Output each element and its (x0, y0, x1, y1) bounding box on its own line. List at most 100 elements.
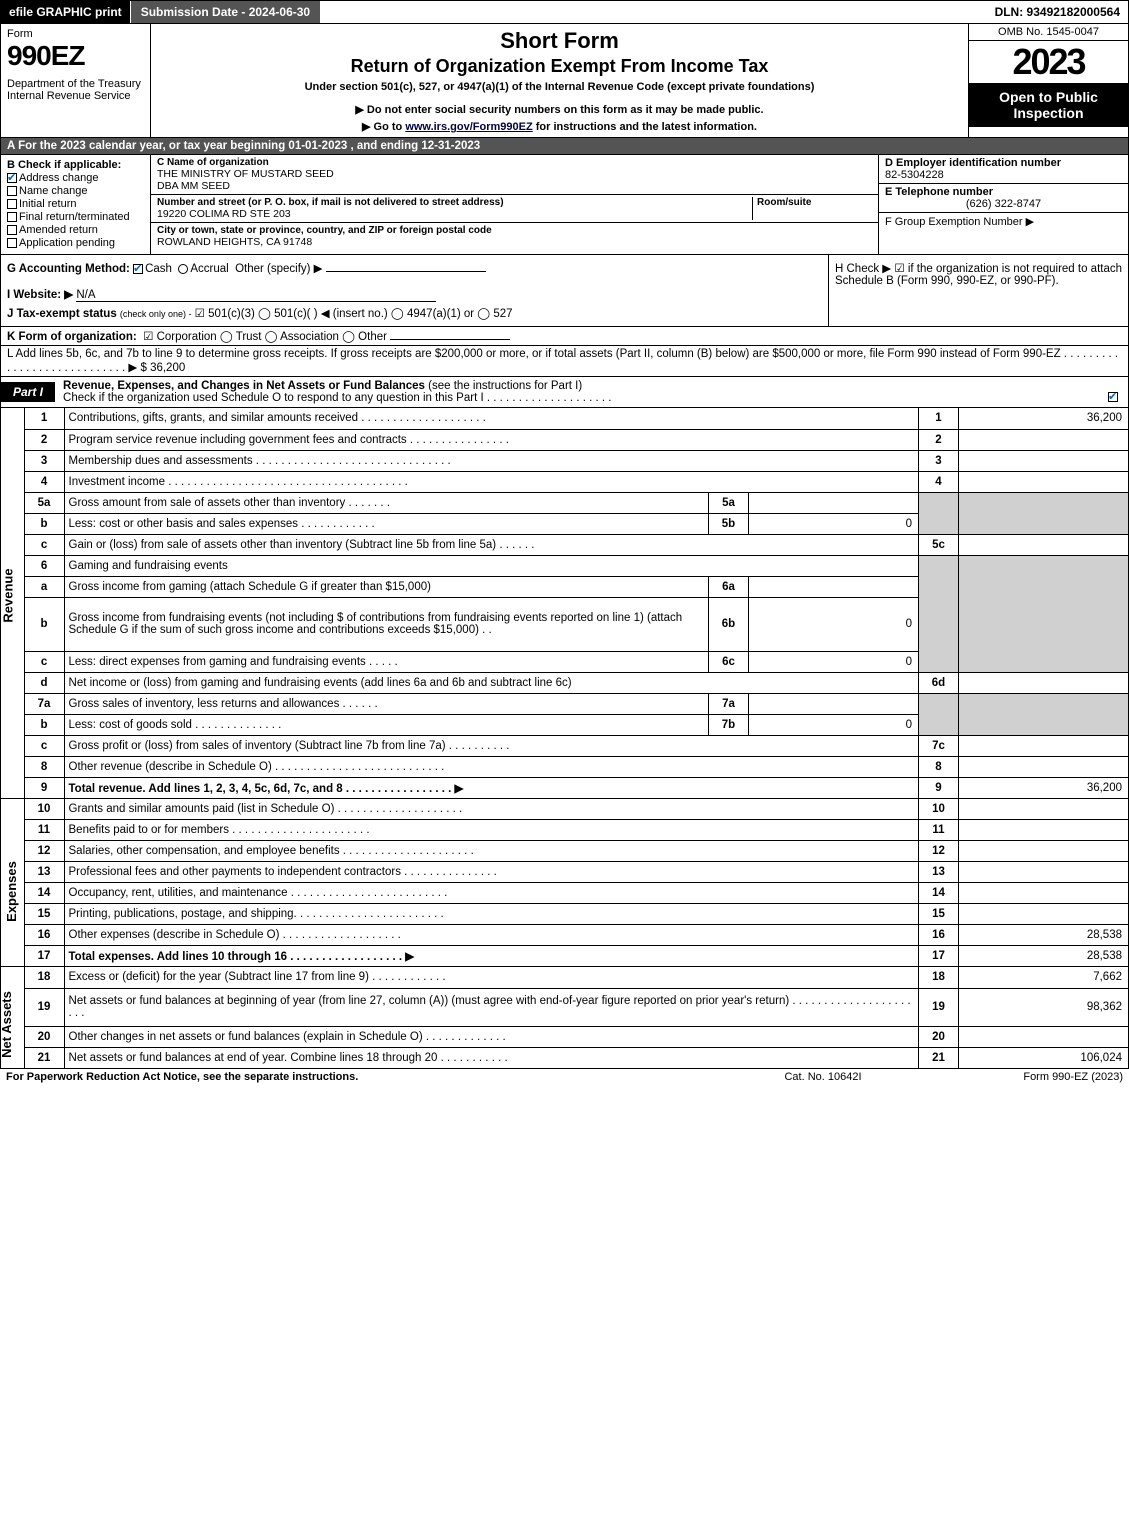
line-7c-num: c (24, 735, 64, 756)
tel-label: E Telephone number (885, 186, 993, 198)
line-10: 10Grants and similar amounts paid (list … (24, 799, 1128, 820)
line-17-num: 17 (24, 946, 64, 967)
line-5b-sv: 0 (749, 513, 919, 534)
line-14-num: 14 (24, 883, 64, 904)
info-row-bcdef: B Check if applicable: Address change Na… (0, 155, 1129, 255)
form-of-org-label: K Form of organization: (7, 331, 137, 343)
chk-amended-return[interactable]: Amended return (7, 224, 144, 236)
line-5a-num: 5a (24, 492, 64, 513)
line-9-rn: 9 (919, 777, 959, 798)
line-9-num: 9 (24, 777, 64, 798)
tax-exempt-label: J Tax-exempt status (7, 308, 117, 320)
line-8-desc: Other revenue (describe in Schedule O) .… (64, 756, 918, 777)
chk-initial-return-label: Initial return (19, 198, 76, 210)
line-5b-num: b (24, 513, 64, 534)
vlabel-revenue-text: Revenue (1, 568, 16, 622)
chk-accrual[interactable] (178, 264, 188, 274)
tax-exempt-options[interactable]: ☑ 501(c)(3) ◯ 501(c)( ) ◀ (insert no.) ◯… (195, 308, 513, 320)
line-17-desc: Total expenses. Add lines 10 through 16 … (64, 946, 918, 967)
org-name: THE MINISTRY OF MUSTARD SEED (157, 168, 872, 180)
section-a: A For the 2023 calendar year, or tax yea… (0, 138, 1129, 155)
footer-left: For Paperwork Reduction Act Notice, see … (6, 1071, 723, 1083)
line-20: 20Other changes in net assets or fund ba… (24, 1026, 1128, 1047)
line-6b-num: b (24, 597, 64, 651)
chk-address-change[interactable]: Address change (7, 172, 144, 184)
line-5c: cGain or (loss) from sale of assets othe… (24, 534, 1128, 555)
line-7a-sv (749, 693, 919, 714)
org-name-label: C Name of organization (157, 157, 872, 168)
ein-value: 82-5304228 (885, 169, 944, 181)
chk-schedule-o[interactable] (1108, 392, 1118, 402)
line-4-rn: 4 (919, 471, 959, 492)
chk-final-return[interactable]: Final return/terminated (7, 211, 144, 223)
other-org-input[interactable] (390, 339, 510, 340)
chk-initial-return[interactable]: Initial return (7, 198, 144, 210)
expenses-section: Expenses 10Grants and similar amounts pa… (0, 799, 1129, 968)
line-6a-num: a (24, 576, 64, 597)
line-5b-desc: Less: cost or other basis and sales expe… (64, 513, 708, 534)
line-1: 1Contributions, gifts, grants, and simil… (24, 408, 1128, 429)
accounting-method-label: G Accounting Method: (7, 263, 130, 275)
line-1-val: 36,200 (959, 408, 1129, 429)
line-19-num: 19 (24, 988, 64, 1026)
line-6a-sn: 6a (709, 576, 749, 597)
line-5c-val (959, 534, 1129, 555)
efile-print-button[interactable]: efile GRAPHIC print (1, 1, 131, 23)
line-19-rn: 19 (919, 988, 959, 1026)
line-6d-rn: 6d (919, 672, 959, 693)
line-21-num: 21 (24, 1047, 64, 1068)
line-7c-rn: 7c (919, 735, 959, 756)
line-11-num: 11 (24, 820, 64, 841)
part-1-header: Part I Revenue, Expenses, and Changes in… (0, 377, 1129, 408)
form-of-org-options[interactable]: ☑ Corporation ◯ Trust ◯ Association ◯ Ot… (143, 331, 387, 343)
line-17-val: 28,538 (959, 946, 1129, 967)
line-4-num: 4 (24, 471, 64, 492)
line-7a-sn: 7a (709, 693, 749, 714)
chk-name-change[interactable]: Name change (7, 185, 144, 197)
line-6a-sv (749, 576, 919, 597)
line-19-val: 98,362 (959, 988, 1129, 1026)
tel-value: (626) 322-8747 (885, 198, 1122, 210)
chk-application-pending[interactable]: Application pending (7, 237, 144, 249)
line-11-rn: 11 (919, 820, 959, 841)
footer-right: Form 990-EZ (2023) (923, 1071, 1123, 1083)
line-6c-desc: Less: direct expenses from gaming and fu… (64, 651, 708, 672)
line-5b-sn: 5b (709, 513, 749, 534)
part-1-title: Revenue, Expenses, and Changes in Net As… (63, 380, 425, 392)
group-exemption-label: F Group Exemption Number ▶ (885, 216, 1034, 228)
box-def: D Employer identification number 82-5304… (878, 155, 1128, 254)
line-11-desc: Benefits paid to or for members . . . . … (64, 820, 918, 841)
line-4-val (959, 471, 1129, 492)
box-b: B Check if applicable: Address change Na… (1, 155, 151, 254)
department-label: Department of the Treasury Internal Reve… (7, 78, 144, 102)
line-5a-sv (749, 492, 919, 513)
part-1-check-note: Check if the organization used Schedule … (63, 392, 611, 404)
line-2-desc: Program service revenue including govern… (64, 429, 918, 450)
other-label: Other (specify) ▶ (235, 263, 322, 275)
line-8-num: 8 (24, 756, 64, 777)
line-13-num: 13 (24, 862, 64, 883)
line-4-desc: Investment income . . . . . . . . . . . … (64, 471, 918, 492)
line-13: 13Professional fees and other payments t… (24, 862, 1128, 883)
submission-date: Submission Date - 2024-06-30 (131, 1, 320, 23)
line-18-rn: 18 (919, 967, 959, 988)
line-5c-desc: Gain or (loss) from sale of assets other… (64, 534, 918, 555)
website-label: I Website: ▶ (7, 289, 73, 301)
form-header: Form 990EZ Department of the Treasury In… (0, 24, 1129, 138)
website-value: N/A (76, 289, 436, 302)
netassets-section: Net Assets 18Excess or (deficit) for the… (0, 967, 1129, 1069)
line-8-val (959, 756, 1129, 777)
line-6: 6Gaming and fundraising events (24, 555, 1128, 576)
line-6b-sn: 6b (709, 597, 749, 651)
ein-label: D Employer identification number (885, 157, 1061, 169)
line-4: 4Investment income . . . . . . . . . . .… (24, 471, 1128, 492)
tax-exempt-note: (check only one) - (120, 309, 192, 319)
row-gh: G Accounting Method: Cash Accrual Other … (0, 255, 1129, 327)
irs-link[interactable]: www.irs.gov/Form990EZ (405, 121, 532, 133)
line-10-desc: Grants and similar amounts paid (list in… (64, 799, 918, 820)
chk-cash[interactable] (133, 264, 143, 274)
chk-amended-return-label: Amended return (19, 224, 98, 236)
other-specify-input[interactable] (326, 271, 486, 272)
box-l: L Add lines 5b, 6c, and 7b to line 9 to … (0, 346, 1129, 377)
line-20-val (959, 1026, 1129, 1047)
